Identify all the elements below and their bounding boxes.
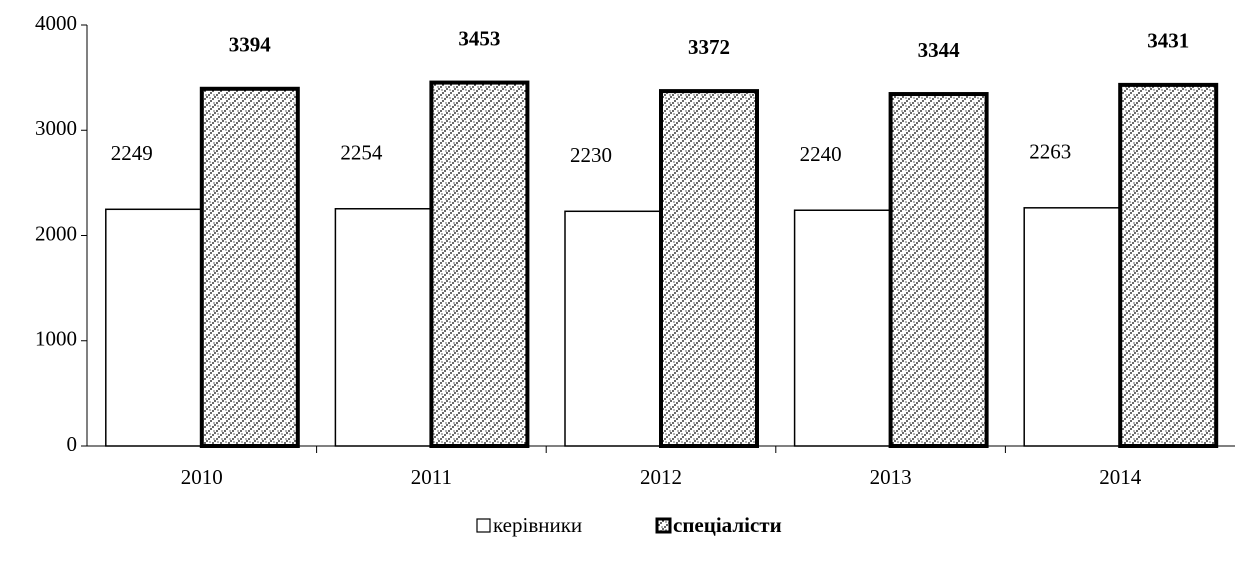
y-tick-label: 2000 (35, 221, 77, 245)
bar (1118, 82, 1219, 449)
legend-label: керівники (493, 513, 582, 537)
bar (1023, 207, 1121, 447)
x-tick-label: 2013 (870, 465, 912, 489)
legend-swatch (476, 518, 491, 533)
value-label: 2230 (570, 143, 612, 167)
x-tick-label: 2012 (640, 465, 682, 489)
bar (888, 92, 989, 448)
bar (564, 210, 662, 447)
legend-label: спеціалісти (673, 513, 782, 537)
bar (793, 209, 892, 447)
value-label: 2240 (800, 142, 842, 166)
legend-swatch (655, 517, 672, 534)
value-label: 3394 (229, 33, 272, 57)
y-tick-label: 0 (67, 432, 78, 456)
x-tick-label: 2014 (1099, 465, 1142, 489)
bar (659, 89, 759, 449)
bar (105, 208, 203, 447)
value-label: 2249 (111, 141, 153, 165)
value-label: 3344 (918, 38, 961, 62)
value-label: 2263 (1029, 140, 1071, 164)
x-tick-label: 2010 (181, 465, 223, 489)
bar (429, 80, 530, 448)
value-label: 3431 (1147, 29, 1189, 53)
bar (334, 208, 433, 447)
value-label: 2254 (340, 141, 383, 165)
value-label: 3372 (688, 35, 730, 59)
value-label: 3453 (458, 26, 500, 50)
bar (199, 86, 300, 449)
y-tick-label: 4000 (35, 11, 77, 35)
y-tick-label: 1000 (35, 327, 77, 351)
y-tick-label: 3000 (35, 116, 77, 140)
x-tick-label: 2011 (411, 465, 452, 489)
